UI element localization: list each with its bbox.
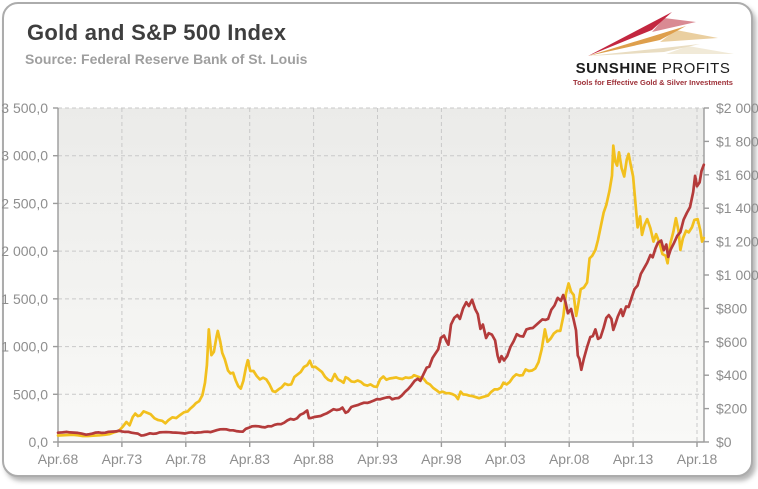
x-tick-label: Apr.18	[677, 451, 718, 467]
x-tick-label: Apr.03	[485, 451, 526, 467]
x-tick-label: Apr.73	[102, 451, 143, 467]
logo-arrows-icon	[588, 12, 734, 56]
logo-brand-secondary: PROFITS	[661, 60, 731, 77]
logo-tagline: Tools for Effective Gold & Silver Invest…	[573, 78, 733, 87]
y-right-tick-label: $200	[716, 401, 747, 417]
y-left-tick-label: 500,0	[13, 386, 48, 402]
sunshine-profits-logo: SUNSHINE PROFITS Tools for Effective Gol…	[564, 12, 742, 96]
y-right-tick-label: $600	[716, 334, 747, 350]
y-left-tick-label: 0,0	[29, 434, 49, 450]
x-tick-label: Apr.68	[38, 451, 79, 467]
y-right-tick-label: $1 000	[716, 267, 758, 283]
y-right-tick-label: $1 800	[716, 133, 758, 149]
y-right-tick-label: $1 600	[716, 167, 758, 183]
x-tick-label: Apr.83	[229, 451, 270, 467]
y-left-tick-label: 1 500,0	[1, 291, 48, 307]
sp500-line	[56, 163, 706, 437]
page-title: Gold and S&P 500 Index	[27, 20, 287, 45]
logo-brand-primary: SUNSHINE	[575, 60, 658, 77]
y-left-tick-label: 2 500,0	[1, 195, 48, 211]
y-right-tick-label: $400	[716, 367, 747, 383]
y-left-tick-label: 1 000,0	[1, 339, 48, 355]
y-right-tick-label: $0	[716, 434, 732, 450]
y-left-tick-label: 3 500,0	[1, 100, 48, 116]
logo-wordmark: SUNSHINE PROFITS	[564, 60, 742, 77]
y-right-tick-label: $800	[716, 300, 747, 316]
x-tick-label: Apr.88	[293, 451, 334, 467]
x-tick-label: Apr.98	[421, 451, 462, 467]
y-left-tick-label: 2 000,0	[1, 243, 48, 259]
plot-background	[58, 108, 704, 442]
x-tick-label: Apr.93	[357, 451, 398, 467]
x-tick-label: Apr.08	[549, 451, 590, 467]
x-tick-label: Apr.13	[613, 451, 654, 467]
source-caption: Source: Federal Reserve Bank of St. Loui…	[25, 51, 308, 67]
y-right-tick-label: $1 400	[716, 200, 758, 216]
y-left-tick-label: 3 000,0	[1, 148, 48, 164]
x-tick-label: Apr.78	[166, 451, 207, 467]
y-right-tick-label: $2 000	[716, 100, 758, 116]
gold-line	[56, 144, 706, 438]
y-right-tick-label: $1 200	[716, 234, 758, 250]
